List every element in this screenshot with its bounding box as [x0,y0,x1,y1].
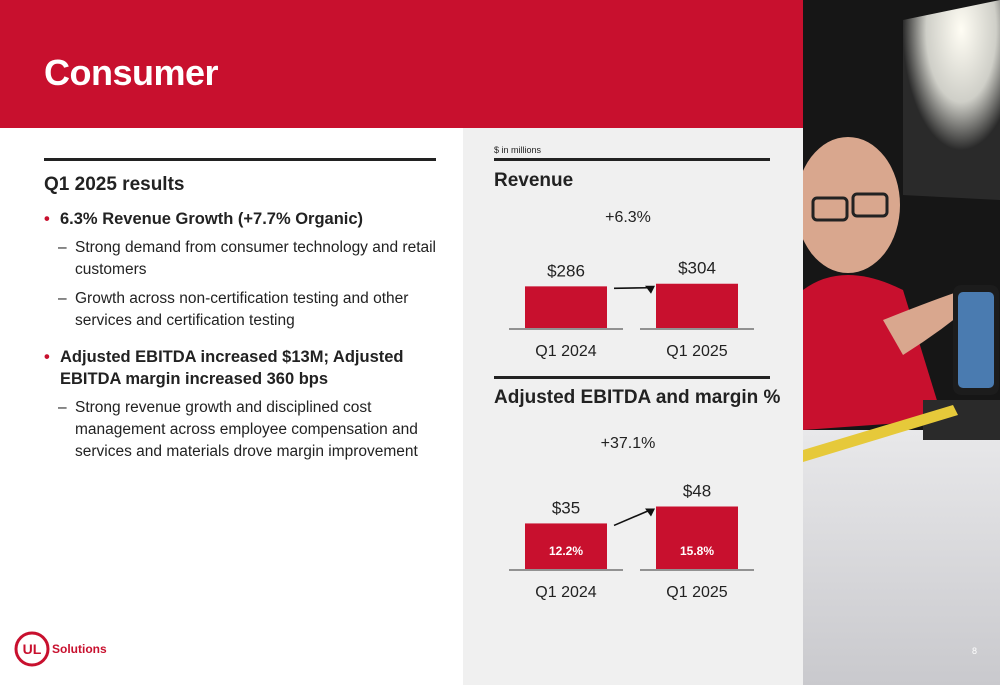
growth-arrowhead-icon [645,285,655,294]
ebitda-rule [494,376,770,379]
bar-q1-2025 [656,283,738,328]
title-band [0,0,803,128]
growth-label: +6.3% [605,209,651,226]
sub-bullet-text: Strong revenue growth and disciplined co… [75,399,418,460]
sub-bullet-item: – Growth across non-certification testin… [44,288,436,332]
section-rule [44,158,436,161]
growth-arrowhead-icon [645,508,655,517]
growth-arrow-icon [613,286,650,290]
bullet-list: • 6.3% Revenue Growth (+7.7% Organic) – … [44,208,436,463]
logo-text: Solutions [52,642,107,656]
sub-bullet-item: – Strong revenue growth and disciplined … [44,397,436,463]
bullet-text: Adjusted EBITDA increased $13M; Adjusted… [60,348,404,388]
revenue-chart-title: Revenue [494,170,574,191]
page-title: Consumer [44,52,219,93]
bar-q1-2025 [656,506,738,569]
technician-photo-illustration [803,0,1000,685]
revenue-rule [494,158,770,161]
dash-icon: – [58,399,67,416]
results-column: Q1 2025 results • 6.3% Revenue Growth (+… [44,158,436,463]
bullet-item: • Adjusted EBITDA increased $13M; Adjust… [44,346,436,390]
units-note: $ in millions [494,145,542,155]
bar-value-label: $48 [683,482,711,501]
dash-icon: – [58,290,67,307]
bullet-text: 6.3% Revenue Growth (+7.7% Organic) [60,210,364,228]
margin-label: 12.2% [549,544,583,558]
ul-logo-icon: UL [14,631,50,667]
category-label: Q1 2025 [666,343,727,360]
ebitda-chart: $35 Q1 2024 12.2% $48 Q1 2025 15.8% +37.1% [509,435,754,601]
ebitda-chart-title: Adjusted EBITDA and margin % [494,387,781,408]
sub-bullet-text: Growth across non-certification testing … [75,290,409,329]
bar-value-label: $304 [678,259,716,278]
dash-icon: – [58,239,67,256]
sub-bullet-item: – Strong demand from consumer technology… [44,237,436,281]
category-label: Q1 2024 [535,584,596,601]
growth-label: +37.1% [601,435,656,452]
bar-value-label: $286 [547,261,585,280]
bar-q1-2024 [525,523,607,569]
chart-panel [463,128,803,685]
bar-q1-2024 [525,286,607,328]
revenue-chart: $286 Q1 2024 $304 Q1 2025 +6.3% [509,209,754,360]
page-number: 8 [972,646,978,656]
bullet-dot-icon: • [44,210,50,228]
section-title: Q1 2025 results [44,174,185,195]
logo-mark: UL [23,641,42,657]
sub-bullet-text: Strong demand from consumer technology a… [75,239,437,278]
growth-arrow-icon [613,509,650,527]
category-label: Q1 2024 [535,343,596,360]
bullet-dot-icon: • [44,348,50,366]
technician-photo [803,0,1000,685]
bar-value-label: $35 [552,498,580,517]
category-label: Q1 2025 [666,584,727,601]
bullet-item: • 6.3% Revenue Growth (+7.7% Organic) [44,208,436,230]
margin-label: 15.8% [680,544,714,558]
